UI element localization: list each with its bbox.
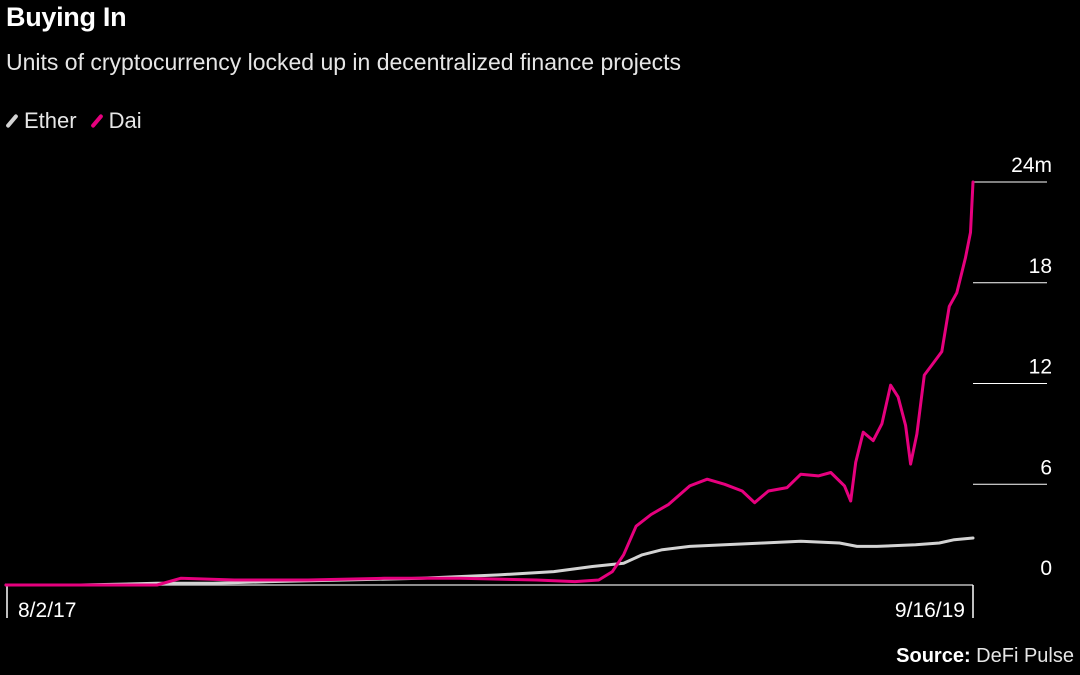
y-tick-label: 0 xyxy=(1040,557,1052,580)
legend-label-dai: Dai xyxy=(108,108,142,133)
source-note: Source: DeFi Pulse xyxy=(896,645,1074,668)
y-tick-label: 18 xyxy=(1029,255,1052,278)
legend-item-ether: Ether xyxy=(5,108,77,134)
y-tick-label: 24m xyxy=(1011,154,1052,177)
source-label: Source: xyxy=(896,645,971,667)
x-tick-label: 8/2/17 xyxy=(18,599,76,622)
chart-subtitle: Units of cryptocurrency locked up in dec… xyxy=(6,49,682,75)
chart-title: Buying In xyxy=(6,2,127,32)
series-line-dai xyxy=(4,180,975,587)
x-tick-label: 9/16/19 xyxy=(895,599,965,622)
series-line-ether xyxy=(4,536,975,587)
source-value: DeFi Pulse xyxy=(970,645,1074,667)
y-tick-label: 6 xyxy=(1040,456,1052,479)
y-tick-label: 12 xyxy=(1029,356,1052,379)
axis-layer: 0 6 12 18 24m 8/2/17 9/16/19 xyxy=(6,154,1052,622)
legend-item-dai: Dai xyxy=(89,108,142,134)
legend-label-ether: Ether xyxy=(24,108,77,133)
legend: Ether Dai xyxy=(5,108,156,134)
series-layer xyxy=(4,180,975,587)
